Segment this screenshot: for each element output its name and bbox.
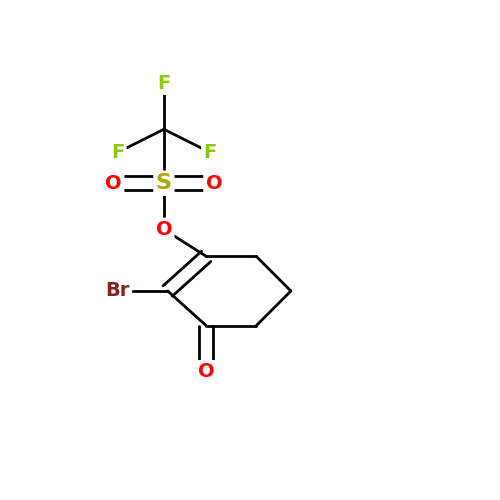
- Text: F: F: [204, 143, 216, 162]
- Text: O: O: [206, 174, 222, 193]
- Text: Br: Br: [106, 282, 130, 300]
- Text: S: S: [156, 173, 172, 193]
- Text: F: F: [111, 143, 124, 162]
- Text: F: F: [157, 74, 170, 92]
- Text: O: O: [106, 174, 122, 193]
- Text: O: O: [156, 220, 172, 239]
- Text: O: O: [198, 362, 214, 382]
